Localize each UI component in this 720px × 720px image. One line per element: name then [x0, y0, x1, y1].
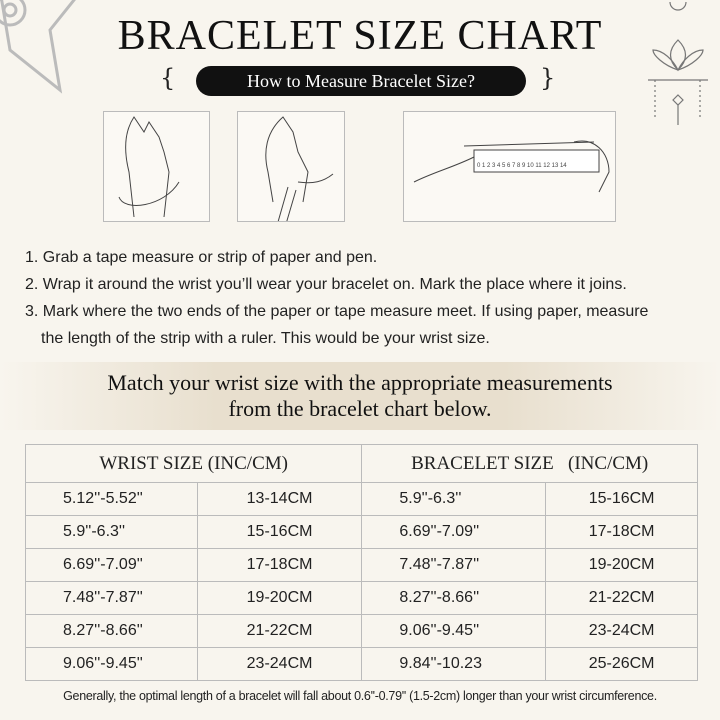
size-chart-table: WRIST SIZE (INC/CM) BRACELET SIZE (INC/C… — [24, 444, 698, 681]
subtitle-badge: How to Measure Bracelet Size? — [196, 66, 526, 96]
cell-bracelet-inch: 7.48''-7.87'' — [361, 548, 547, 582]
cell-bracelet-cm: 25-26CM — [545, 647, 698, 681]
cell-wrist-cm: 19-20CM — [196, 581, 363, 615]
mandala-decoration — [0, 0, 76, 94]
cell-bracelet-inch: 6.69''-7.09'' — [361, 515, 547, 549]
cell-wrist-cm: 17-18CM — [196, 548, 363, 582]
left-flourish-icon: { — [160, 64, 176, 92]
cell-wrist-inch: 5.9''-6.3'' — [25, 515, 198, 549]
cell-bracelet-cm: 21-22CM — [545, 581, 698, 615]
banner-line-1: Match your wrist size with the appropria… — [107, 370, 613, 395]
table-row: 9.06''-9.45'' 23-24CM 9.84''-10.23 25-26CM — [25, 647, 698, 681]
illustration-ruler: 0 1 2 3 4 5 6 7 8 9 10 11 12 13 14 — [403, 111, 616, 222]
cell-bracelet-cm: 15-16CM — [545, 482, 698, 516]
table-row: 5.9''-6.3'' 15-16CM 6.69''-7.09'' 17-18CM — [25, 515, 698, 549]
header-wrist-size: WRIST SIZE (INC/CM) — [24, 444, 363, 483]
table-row: 5.12''-5.52'' 13-14CM 5.9''-6.3'' 15-16CM — [25, 482, 698, 516]
cell-bracelet-cm: 23-24CM — [545, 614, 698, 648]
ruler-numbers: 0 1 2 3 4 5 6 7 8 9 10 11 12 13 14 — [477, 163, 567, 169]
page-title: BRACELET SIZE CHART — [117, 13, 603, 59]
table-row: 7.48''-7.87'' 19-20CM 8.27''-8.66'' 21-22CM — [25, 581, 698, 615]
illustration-hand-wrap — [103, 111, 210, 222]
cell-wrist-cm: 23-24CM — [196, 647, 363, 681]
cell-bracelet-inch: 5.9''-6.3'' — [361, 482, 547, 516]
header-bracelet-size: BRACELET SIZE (INC/CM) — [361, 444, 698, 483]
cell-bracelet-inch: 9.06''-9.45'' — [361, 614, 547, 648]
cell-wrist-inch: 7.48''-7.87'' — [25, 581, 198, 615]
cell-wrist-cm: 13-14CM — [196, 482, 363, 516]
lotus-hanging-decoration — [648, 1, 708, 125]
match-instruction-banner: Match your wrist size with the appropria… — [0, 362, 720, 430]
cell-wrist-inch: 5.12''-5.52'' — [25, 482, 198, 516]
cell-bracelet-cm: 17-18CM — [545, 515, 698, 549]
cell-wrist-inch: 9.06''-9.45'' — [25, 647, 198, 681]
cell-wrist-inch: 6.69''-7.09'' — [25, 548, 198, 582]
table-row: 6.69''-7.09'' 17-18CM 7.48''-7.87'' 19-20CM — [25, 548, 698, 582]
illustration-mark-wrist — [237, 111, 345, 225]
instructions-list: 1. Grab a tape measure or strip of paper… — [25, 244, 648, 352]
banner-line-2: from the bracelet chart below. — [228, 396, 492, 421]
cell-wrist-cm: 15-16CM — [196, 515, 363, 549]
step-3: 3. Mark where the two ends of the paper … — [25, 303, 649, 320]
step-3-continued: the length of the strip with a ruler. Th… — [41, 330, 490, 347]
right-flourish-icon: } — [540, 64, 556, 92]
cell-bracelet-inch: 8.27''-8.66'' — [361, 581, 547, 615]
step-2: 2. Wrap it around the wrist you’ll wear … — [25, 276, 627, 293]
table-row: 8.27''-8.66'' 21-22CM 9.06''-9.45'' 23-24CM — [25, 614, 698, 648]
cell-bracelet-cm: 19-20CM — [545, 548, 698, 582]
cell-wrist-inch: 8.27''-8.66'' — [25, 614, 198, 648]
step-1: 1. Grab a tape measure or strip of paper… — [25, 249, 378, 266]
cell-bracelet-inch: 9.84''-10.23 — [361, 647, 547, 681]
cell-wrist-cm: 21-22CM — [196, 614, 363, 648]
footnote: Generally, the optimal length of a brace… — [63, 689, 657, 703]
